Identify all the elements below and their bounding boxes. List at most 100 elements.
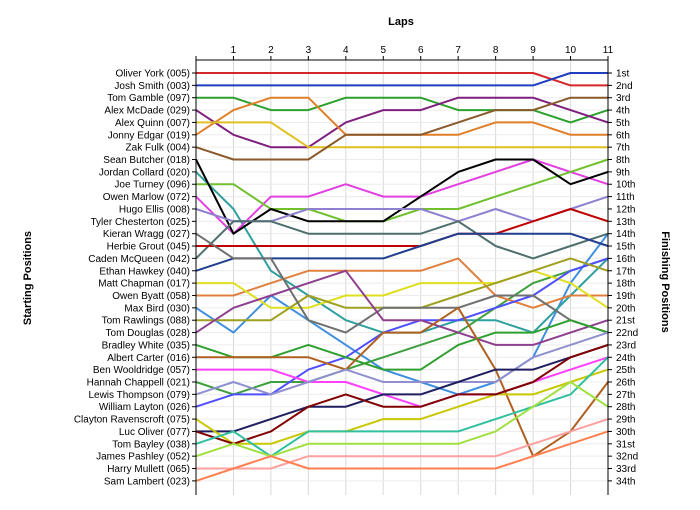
x-tick-label: 4 [343,45,349,56]
finishing-position-label: 29th [616,415,635,426]
finishing-position-label: 34th [616,476,635,487]
x-tick-label: 9 [530,45,536,56]
series-line-7 [195,233,609,396]
finishing-position-label: 30th [616,427,635,438]
x-tick-label: 10 [565,45,577,56]
starting-position-label: Max Bird (030) [124,303,190,314]
finishing-position-label: 21st [616,316,635,327]
series-line-5 [195,96,608,136]
finishing-position-label: 32nd [616,452,638,463]
series-line-6 [196,121,608,149]
starting-position-label: Joe Turney (096) [114,180,190,191]
finishing-position-label: 33rd [616,464,636,475]
starting-position-label: Jordan Collard (020) [99,167,190,178]
series-line-8 [195,96,608,161]
starting-position-label: Oliver York (005) [116,69,190,80]
series-line-26 [196,356,609,408]
series-line-22 [195,232,609,334]
series-line-31 [195,356,609,458]
starting-position-label: James Pashley (052) [96,452,190,463]
finishing-position-label: 31st [616,439,635,450]
x-tick-label: 8 [493,45,499,56]
starting-position-label: Lewis Thompson (079) [88,390,190,401]
starting-position-label: Alex Quinn (007) [115,118,190,129]
finishing-position-label: 27th [616,390,635,401]
starting-position-label: Tom Gamble (097) [107,93,190,104]
series-line-19 [196,269,609,309]
finishing-position-label: 26th [616,378,635,389]
series-line-14 [195,220,609,260]
series-lines [195,72,609,482]
finishing-position-label: 13th [616,217,635,228]
starting-position-label: Ben Wooldridge (057) [93,365,190,376]
x-axis-title: Laps [388,16,414,28]
finishing-position-label: 12th [616,204,635,215]
series-line-27 [195,331,609,396]
left-axis-title: Starting Positions [22,231,34,325]
starting-position-label: Tom Bayley (038) [112,439,190,450]
finishing-position-label: 8th [616,155,630,166]
starting-position-label: Tyler Chesterton (025) [91,217,191,228]
starting-position-label: Herbie Grout (045) [107,242,190,253]
right-axis-title: Finishing Positions [659,231,671,332]
series-line-4 [195,96,609,149]
series-line-10 [195,158,609,235]
finishing-position-label: 19th [616,291,635,302]
series-line-2 [196,72,608,87]
starting-position-label: Josh Smith (003) [114,81,190,92]
starting-position-label: Owen Marlow (072) [103,192,190,203]
finishing-position-label: 22nd [616,328,638,339]
finishing-position-label: 18th [616,279,635,290]
series-line-18 [196,257,608,309]
series-line-30 [195,343,609,445]
x-tick-label: 5 [380,45,386,56]
x-tick-label: 7 [455,45,461,56]
starting-position-label: Owen Byatt (058) [112,291,190,302]
finishing-position-label: 23rd [616,340,636,351]
series-line-11 [196,158,609,223]
starting-position-label: Sam Lambert (023) [104,476,190,487]
finishing-position-label: 1st [616,69,630,80]
grid [195,60,609,495]
series-line-23 [195,269,609,346]
finishing-position-label: 20th [616,303,635,314]
series-line-29 [195,368,609,445]
starting-position-label: Luc Oliver (077) [119,427,190,438]
axes: 1 2 3 4 5 6 7 8 9 10 11 Oliver York (005)Josh Smith… [74,45,638,495]
finishing-position-label: 4th [616,106,630,117]
starting-position-label: Albert Carter (016) [107,353,190,364]
starting-position-label: Sean Butcher (018) [103,155,190,166]
starting-position-label: Tom Douglas (028) [106,328,190,339]
series-line-17 [195,257,609,396]
finishing-position-label: 16th [616,254,635,265]
finishing-position-label: 25th [616,365,635,376]
starting-position-label: Jonny Edgar (019) [108,130,190,141]
starting-position-label: Kieran Wragg (027) [103,229,190,240]
x-tick-label: 11 [603,45,614,56]
finishing-position-label: 24th [616,353,635,364]
starting-position-label: Tom Rawlings (088) [102,316,190,327]
x-tick-label: 1 [231,45,237,56]
starting-position-label: Caden McQueen (042) [88,254,190,265]
x-tick-label: 2 [268,45,274,56]
starting-position-label: Hannah Chappell (021) [87,378,190,389]
finishing-position-label: 15th [616,242,635,253]
x-tick-label: 3 [306,45,312,56]
finishing-position-label: 11th [616,192,635,203]
finishing-position-label: 9th [616,167,630,178]
starting-position-label: William Layton (026) [99,402,190,413]
starting-position-label: Bradley White (035) [102,340,190,351]
starting-position-label: Harry Mullett (065) [107,464,190,475]
starting-position-label: Hugo Ellis (008) [119,204,190,215]
series-line-3 [196,96,609,124]
finishing-position-label: 10th [616,180,635,191]
finishing-position-label: 2nd [616,81,633,92]
starting-position-label: Alex McDade (029) [104,106,190,117]
series-line-28 [196,343,609,433]
x-tick-label: 6 [418,45,424,56]
series-line-32 [195,381,609,458]
finishing-position-label: 7th [616,143,630,154]
series-line-1 [196,72,608,87]
finishing-position-label: 3rd [616,93,630,104]
